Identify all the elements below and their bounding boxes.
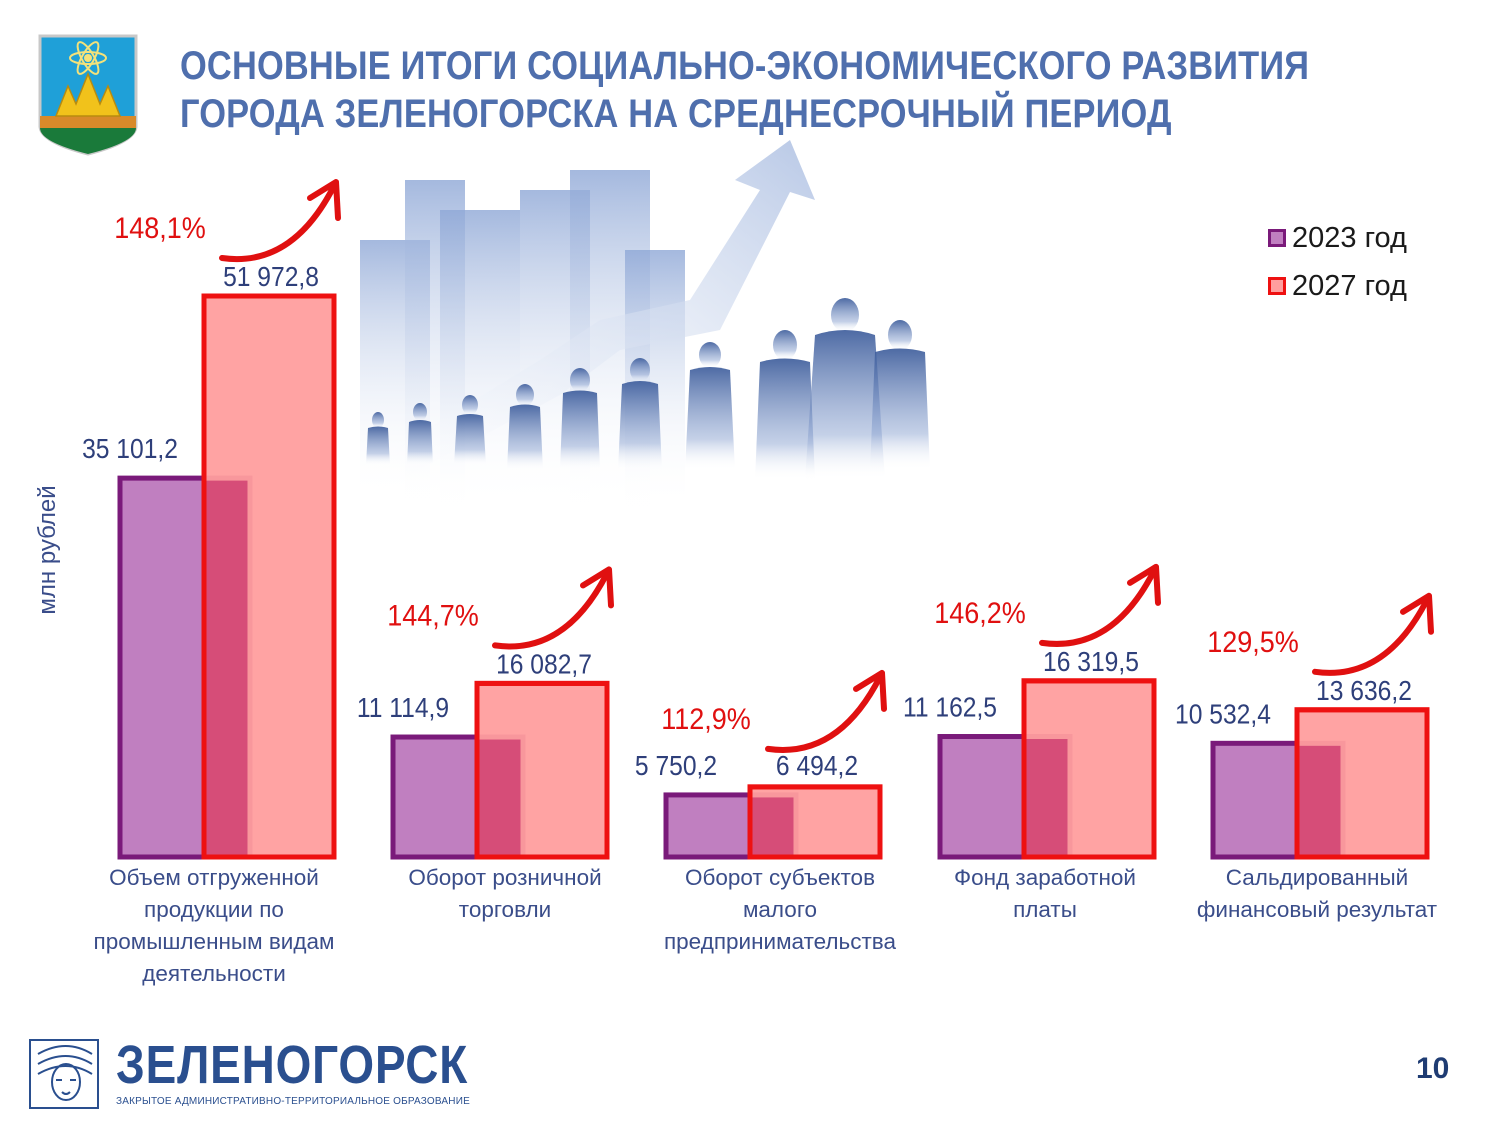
- category-label-4-line-1: финансовый результат: [1196, 897, 1438, 922]
- category-label-2-line-0: Оборот субъектов: [684, 865, 876, 890]
- growth-arrowhead-0: [307, 179, 341, 221]
- growth-arrow-3: [1039, 567, 1157, 647]
- category-label-4: Сальдированный финансовый результат: [1187, 862, 1447, 926]
- brand-subtitle: ЗАКРЫТОЕ АДМИНИСТРАТИВНО-ТЕРРИТОРИАЛЬНОЕ…: [116, 1096, 470, 1107]
- category-label-0-line-2: промышленным видам: [93, 929, 335, 954]
- bar-overlap-3: [1026, 739, 1068, 855]
- growth-arrowhead-3: [1127, 563, 1161, 606]
- growth-arrow-0: [219, 183, 337, 262]
- city-emblem-icon: [29, 1039, 99, 1109]
- value-label-2027-4: 13 636,2: [1316, 674, 1412, 706]
- value-label-2023-4: 10 532,4: [1175, 698, 1271, 730]
- category-label-2: Оборот субъектов малого предпринимательств…: [650, 862, 910, 958]
- category-label-4-line-0: Сальдированный: [1225, 865, 1409, 890]
- legend-item-2027: 2027 год: [1268, 262, 1407, 310]
- legend-label-2023: 2023 год: [1292, 221, 1407, 254]
- legend-swatch-2027: [1268, 277, 1286, 295]
- category-label-2-line-2: предпринимательства: [663, 929, 897, 954]
- page-number: 10: [1416, 1052, 1450, 1085]
- bar-2027-outline-1: [474, 680, 610, 860]
- title-line-1: ОСНОВНЫЕ ИТОГИ СОЦИАЛЬНО-ЭКОНОМИЧЕСКОГО …: [180, 44, 1310, 88]
- coat-of-arms-icon: [38, 34, 138, 156]
- value-label-2023-2: 5 750,2: [635, 749, 717, 781]
- growth-annotations: 148,1% 144,7% 112,9% 146,2% 129,5%: [114, 179, 1434, 753]
- bar-overlap-2: [752, 797, 794, 855]
- value-label-2027-3: 16 319,5: [1043, 645, 1139, 677]
- value-label-2027-0: 51 972,8: [223, 261, 319, 293]
- growth-label-1: 144,7%: [387, 599, 479, 633]
- value-label-2027-2: 6 494,2: [776, 749, 858, 781]
- bar-overlaps: [201, 293, 1430, 860]
- category-label-0-line-0: Объем отгруженной: [109, 865, 319, 890]
- growth-label-0: 148,1%: [114, 212, 206, 246]
- bar-2027-outline-4: [1294, 707, 1430, 860]
- growth-label-3: 146,2%: [934, 597, 1026, 631]
- legend-label-2027: 2027 год: [1292, 269, 1407, 302]
- growth-arrow-4: [1312, 596, 1430, 676]
- value-label-2023-3: 11 162,5: [903, 691, 997, 723]
- category-label-3: Фонд заработной платы: [915, 862, 1175, 926]
- bar-overlap-1: [479, 739, 521, 855]
- bar-overlap-0: [206, 480, 248, 855]
- value-labels: 35 101,2 51 972,8 11 114,9 16 082,7 5 750,2 6…: [82, 261, 1412, 782]
- value-label-2023-0: 35 101,2: [82, 433, 178, 465]
- growth-arrowhead-4: [1400, 592, 1434, 635]
- brand-name: ЗЕЛЕНОГОРСК: [116, 1035, 469, 1095]
- category-label-0: Объем отгруженной продукции по промышленны…: [84, 862, 344, 990]
- category-label-1: Оборот розничной торговли: [375, 862, 635, 926]
- footer-logo: ЗЕЛЕНОГОРСК ЗАКРЫТОЕ АДМИНИСТРАТИВНО-ТЕР…: [26, 1034, 470, 1114]
- category-label-2-line-1: малого: [742, 897, 818, 922]
- bar-overlap-4: [1299, 745, 1341, 855]
- title-line-2: ГОРОДА ЗЕЛЕНОГОРСКА НА СРЕДНЕСРОЧНЫЙ ПЕР…: [180, 92, 1172, 136]
- value-label-2023-1: 11 114,9: [357, 692, 449, 724]
- people-silhouettes: [366, 298, 930, 480]
- bar-2027-outline-2: [747, 784, 883, 860]
- category-label-3-line-1: платы: [1013, 897, 1077, 922]
- growth-label-4: 129,5%: [1207, 626, 1299, 660]
- legend-swatch-2023: [1268, 229, 1286, 247]
- category-label-0-line-3: деятельности: [142, 961, 286, 986]
- category-label-1-line-1: торговли: [458, 897, 552, 922]
- bar-2027-outline-3: [1021, 678, 1157, 860]
- legend-item-2023: 2023 год: [1268, 214, 1407, 262]
- category-label-3-line-0: Фонд заработной: [954, 865, 1136, 890]
- category-label-0-line-1: продукции по: [144, 897, 284, 922]
- y-axis-label: млн рублей: [34, 485, 61, 615]
- growth-arrowhead-1: [580, 566, 614, 609]
- value-label-2027-1: 16 082,7: [496, 648, 592, 680]
- bar-2027-outline-0: [201, 293, 337, 860]
- category-label-1-line-0: Оборот розничной: [408, 865, 602, 890]
- page-title: ОСНОВНЫЕ ИТОГИ СОЦИАЛЬНО-ЭКОНОМИЧЕСКОГО …: [180, 42, 1310, 138]
- growth-arrow-1: [492, 570, 610, 650]
- growth-arrow-2: [765, 673, 883, 753]
- growth-arrowhead-2: [853, 669, 887, 712]
- legend: 2023 год 2027 год: [1268, 214, 1407, 310]
- growth-label-2: 112,9%: [661, 703, 751, 737]
